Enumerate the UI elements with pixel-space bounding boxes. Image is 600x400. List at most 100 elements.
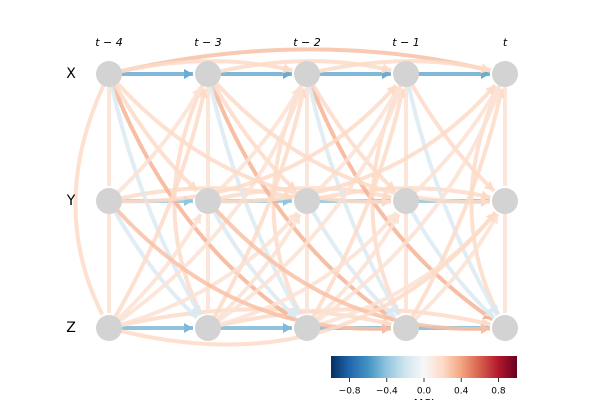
edge-arrowhead bbox=[282, 63, 293, 74]
edge bbox=[108, 211, 497, 347]
edge bbox=[404, 86, 500, 203]
node bbox=[96, 61, 122, 87]
edge bbox=[207, 307, 491, 330]
edges bbox=[73, 47, 507, 347]
edge-arrowhead bbox=[191, 304, 201, 316]
node bbox=[195, 315, 221, 341]
edge-arrowhead bbox=[287, 212, 298, 223]
edge-arrowhead bbox=[484, 307, 495, 318]
edge-arrowhead bbox=[484, 180, 495, 191]
edge bbox=[306, 59, 491, 76]
edge-arrowhead bbox=[381, 324, 392, 335]
edge bbox=[206, 200, 298, 320]
edge-arrowhead bbox=[192, 87, 201, 98]
variable-label: Z bbox=[66, 320, 76, 336]
edge bbox=[206, 72, 491, 205]
edge-arrowhead bbox=[381, 317, 392, 328]
edge bbox=[207, 59, 392, 76]
edge bbox=[305, 88, 405, 330]
node bbox=[492, 61, 518, 87]
edge-arrowhead bbox=[393, 88, 403, 99]
node bbox=[294, 188, 320, 214]
edge bbox=[107, 213, 203, 330]
edge-arrowhead bbox=[286, 180, 297, 191]
node bbox=[393, 315, 419, 341]
edge bbox=[207, 83, 497, 204]
colorbar-label: MCI bbox=[414, 397, 434, 400]
edge-arrowhead bbox=[381, 190, 392, 201]
edge bbox=[206, 88, 306, 330]
edge bbox=[206, 73, 298, 193]
edge-arrowhead bbox=[290, 304, 300, 316]
edge-arrowhead bbox=[492, 88, 502, 99]
nodes bbox=[96, 61, 518, 341]
edge-arrowhead bbox=[385, 307, 396, 318]
edge bbox=[206, 73, 395, 322]
edge bbox=[108, 59, 293, 76]
edge-arrowhead bbox=[283, 323, 292, 333]
time-label: t − 1 bbox=[392, 36, 420, 49]
edge bbox=[107, 199, 392, 332]
edge bbox=[107, 86, 203, 203]
edge-arrowhead bbox=[184, 323, 193, 333]
edge-arrowhead bbox=[480, 190, 491, 201]
edge bbox=[305, 86, 401, 203]
variable-label: X bbox=[66, 66, 76, 82]
edge-arrowhead bbox=[485, 212, 496, 223]
edge-arrowhead bbox=[294, 88, 304, 99]
time-label: t bbox=[503, 36, 508, 49]
edge-arrowhead bbox=[192, 214, 201, 225]
edge bbox=[404, 213, 500, 330]
edge-arrowhead bbox=[381, 197, 392, 208]
edge bbox=[206, 86, 302, 203]
variable-label: Y bbox=[66, 193, 76, 209]
node bbox=[195, 188, 221, 214]
edge bbox=[73, 73, 111, 316]
colorbar: −0.8 −0.4 0.0 0.4 0.8 MCI bbox=[331, 356, 517, 400]
node bbox=[96, 188, 122, 214]
time-label: t − 2 bbox=[293, 36, 321, 49]
edge-arrowhead bbox=[480, 63, 491, 74]
edge-arrowhead bbox=[480, 317, 491, 328]
edge-arrowhead bbox=[187, 307, 198, 318]
time-label: t − 3 bbox=[194, 36, 222, 49]
colorbar-gradient bbox=[331, 356, 517, 378]
edge bbox=[404, 200, 496, 320]
colorbar-tick-label: −0.4 bbox=[376, 387, 398, 397]
node bbox=[96, 315, 122, 341]
edge-arrowhead bbox=[286, 307, 297, 318]
edge-arrowhead bbox=[386, 212, 397, 223]
edge bbox=[107, 73, 296, 322]
edge bbox=[404, 88, 504, 330]
edge bbox=[107, 200, 199, 320]
node bbox=[294, 315, 320, 341]
colorbar-tick-label: −0.8 bbox=[339, 387, 361, 397]
edge-arrowhead bbox=[381, 63, 392, 74]
edge bbox=[107, 73, 199, 193]
edge-arrowhead bbox=[480, 197, 491, 208]
edge bbox=[305, 73, 494, 322]
edge bbox=[305, 73, 397, 193]
time-label: t − 4 bbox=[95, 36, 123, 49]
node bbox=[492, 315, 518, 341]
colorbar-tick-label: 0.4 bbox=[454, 387, 469, 397]
edge-arrowhead bbox=[488, 304, 498, 316]
node bbox=[492, 188, 518, 214]
edge bbox=[404, 73, 496, 193]
node bbox=[393, 61, 419, 87]
edge-arrowhead bbox=[485, 85, 496, 96]
edge-arrowhead bbox=[184, 69, 193, 79]
edge bbox=[206, 213, 302, 330]
edge-arrowhead bbox=[480, 324, 491, 335]
edge bbox=[107, 88, 207, 330]
edge bbox=[206, 199, 491, 332]
edge bbox=[107, 72, 392, 205]
edge-arrowhead bbox=[389, 304, 399, 316]
edge bbox=[207, 211, 398, 330]
node bbox=[294, 61, 320, 87]
colorbar-tick-label: 0.8 bbox=[491, 387, 506, 397]
edge-arrowhead bbox=[187, 180, 198, 191]
node bbox=[195, 61, 221, 87]
edge-arrowhead bbox=[385, 180, 396, 191]
